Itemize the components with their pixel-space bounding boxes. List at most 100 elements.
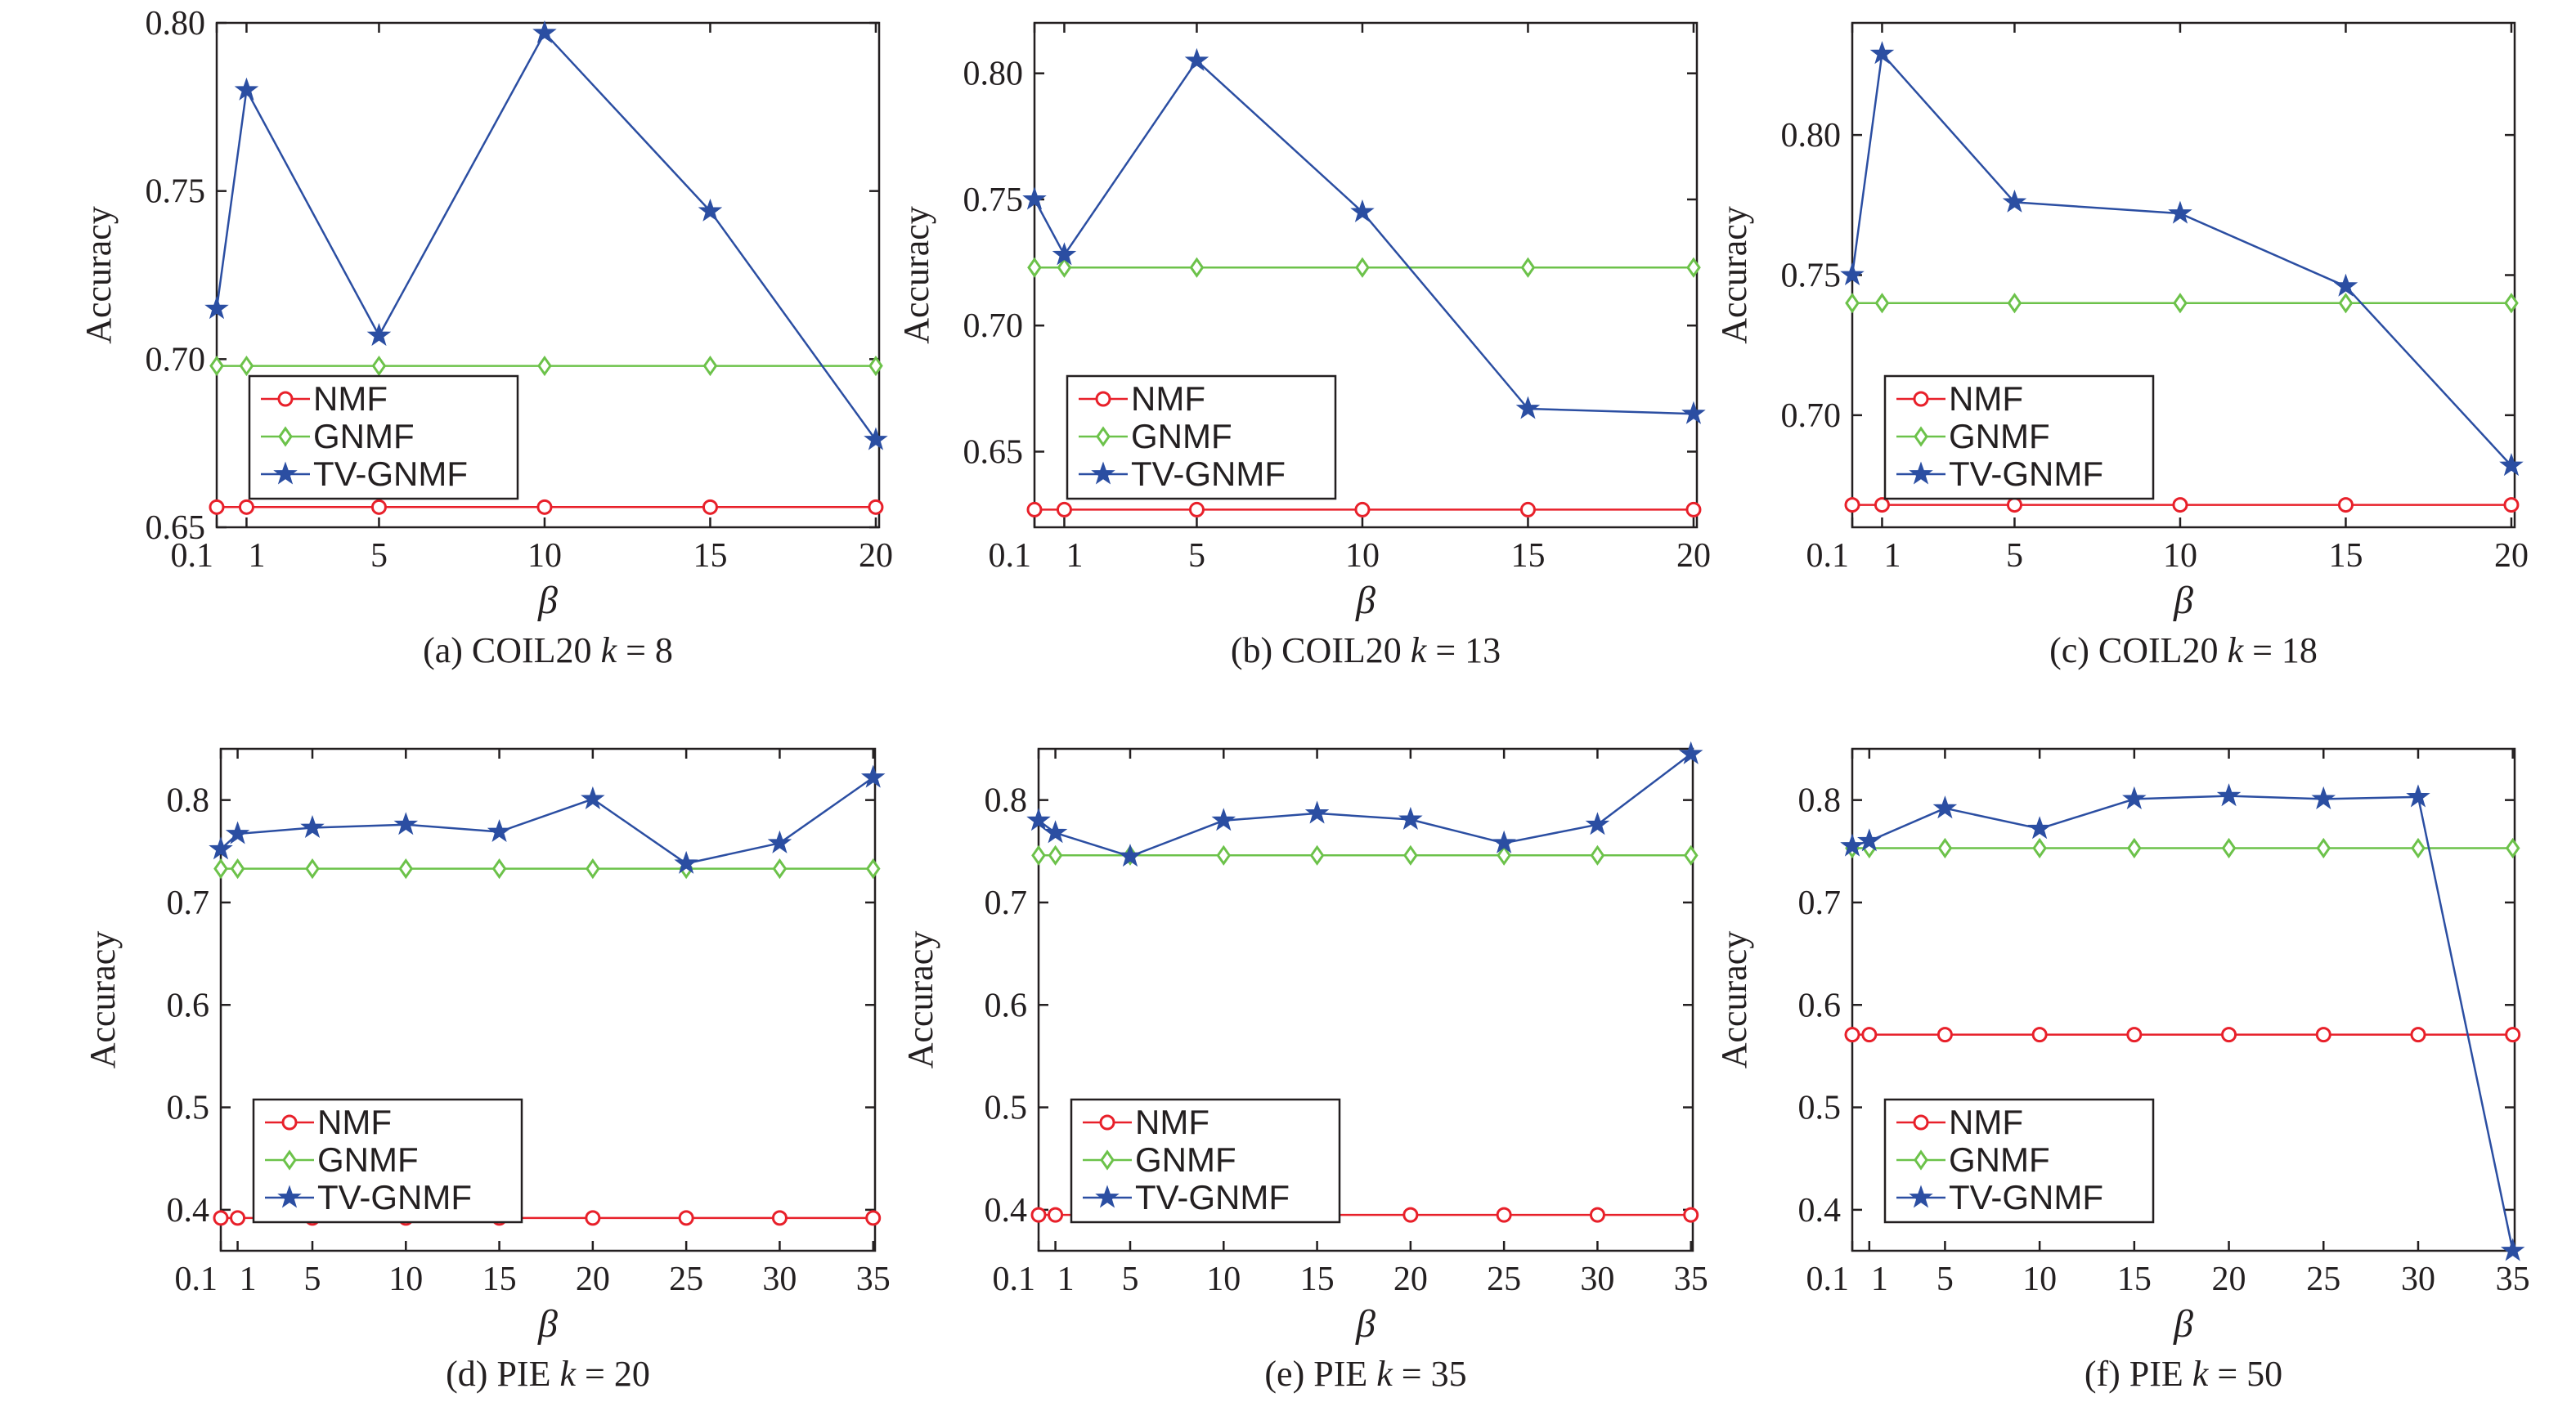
data-point-nmf <box>1936 1027 1953 1043</box>
data-point-gnmf <box>1937 837 1953 859</box>
x-tick-label: 10 <box>527 537 562 575</box>
x-tick-label: 10 <box>388 1261 423 1298</box>
data-point-tv-gnmf <box>1118 844 1142 867</box>
x-tick-label: 20 <box>2212 1261 2246 1298</box>
data-point-tv-gnmf <box>487 818 512 843</box>
data-point-tv-gnmf <box>2333 273 2358 297</box>
caption-suffix: = 20 <box>576 1354 650 1394</box>
legend-marker-gnmf <box>278 426 293 447</box>
data-point-nmf <box>1048 1207 1064 1223</box>
data-point-gnmf <box>2007 293 2022 314</box>
legend-label-nmf: NMF <box>1949 379 2023 418</box>
data-point-tv-gnmf <box>767 830 792 853</box>
legend-label-tv-gnmf: TV-GNMF <box>313 455 468 493</box>
caption-suffix: = 18 <box>2243 630 2318 670</box>
x-tick-label: 15 <box>2328 537 2363 575</box>
plot-frame <box>215 21 881 529</box>
x-tick-label: 20 <box>1676 537 1711 575</box>
legend-label-nmf: NMF <box>1131 379 1205 418</box>
caption-prefix: (a) COIL20 <box>423 630 601 670</box>
x-tick-label: 1 <box>1066 537 1083 575</box>
data-point-tv-gnmf <box>532 20 557 43</box>
y-tick-label: 0.7 <box>1798 885 1842 922</box>
legend-marker-nmf <box>277 391 294 407</box>
panel-caption: (a) COIL20 k = 8 <box>423 630 673 670</box>
data-point-nmf <box>2503 497 2520 513</box>
x-tick-label: 30 <box>2401 1261 2435 1298</box>
x-tick-label: 0.1 <box>171 537 214 575</box>
y-tick-label: 0.8 <box>985 782 1028 820</box>
x-tick-label: 35 <box>856 1261 891 1298</box>
x-tick-label: 1 <box>1057 1261 1075 1298</box>
x-tick-label: 1 <box>1883 537 1901 575</box>
data-point-tv-gnmf <box>1026 808 1051 831</box>
y-tick-label: 0.70 <box>963 307 1024 345</box>
data-point-nmf <box>771 1210 788 1226</box>
data-point-gnmf <box>2316 837 2331 859</box>
series-line-tv-gnmf <box>1851 52 2512 467</box>
y-axis-label: Accuracy <box>1714 931 1754 1069</box>
chart-panel-1: 0.650.700.750.800.1 1 5 10 15 20Accuracyβ(a) … <box>79 5 893 670</box>
series-line-tv-gnmf <box>1038 753 1692 858</box>
caption-suffix: = 13 <box>1426 630 1501 670</box>
data-point-nmf <box>2126 1027 2143 1043</box>
legend-marker-nmf <box>1913 1114 1929 1131</box>
data-point-nmf <box>2315 1027 2331 1043</box>
caption-k: k <box>1411 630 1428 670</box>
data-point-nmf <box>536 499 553 515</box>
x-tick-label: 5 <box>1936 1261 1954 1298</box>
data-point-gnmf <box>1189 257 1205 278</box>
legend-label-nmf: NMF <box>313 379 388 418</box>
caption-k: k <box>2228 630 2245 670</box>
x-tick-label: 5 <box>2006 537 2023 575</box>
y-tick-label: 0.80 <box>963 56 1024 93</box>
data-point-tv-gnmf <box>209 836 233 860</box>
y-tick-label: 0.70 <box>1781 397 1842 435</box>
data-point-tv-gnmf <box>1022 186 1047 210</box>
data-point-gnmf <box>1057 257 1072 278</box>
legend-marker-nmf <box>1095 391 1111 407</box>
data-point-nmf <box>702 499 718 515</box>
data-point-tv-gnmf <box>2216 783 2242 807</box>
y-tick-label: 0.75 <box>963 181 1024 219</box>
data-point-nmf <box>1844 497 1860 513</box>
legend-marker-gnmf <box>1100 1149 1115 1171</box>
x-tick-label: 0.1 <box>1806 537 1850 575</box>
y-tick-label: 0.4 <box>167 1192 210 1230</box>
x-tick-label: 5 <box>1122 1261 1139 1298</box>
plot-frame <box>1037 747 1694 1252</box>
y-tick-label: 0.4 <box>1798 1192 1842 1230</box>
y-tick-label: 0.4 <box>985 1192 1028 1230</box>
data-point-tv-gnmf <box>2499 453 2524 477</box>
legend-label-gnmf: GNMF <box>1131 417 1232 455</box>
data-point-gnmf <box>1403 844 1418 866</box>
x-tick-label: 20 <box>1393 1261 1428 1298</box>
data-point-gnmf <box>491 858 507 880</box>
legend-marker-tv-gnmf <box>1909 461 1933 485</box>
data-point-gnmf <box>586 858 600 880</box>
caption-prefix: (d) PIE <box>446 1354 559 1394</box>
data-point-gnmf <box>213 858 228 880</box>
data-point-nmf <box>2006 497 2022 513</box>
data-point-tv-gnmf <box>1515 396 1541 419</box>
x-tick-label: 0.1 <box>1806 1261 1850 1298</box>
data-point-tv-gnmf <box>225 821 250 844</box>
data-point-nmf <box>1402 1207 1419 1223</box>
chart-panel-4: 0.40.50.60.70.80.1 1 5 10 15 20 25 30 35Accuracy… <box>83 747 891 1394</box>
legend-marker-nmf <box>1099 1114 1115 1131</box>
data-point-tv-gnmf <box>1492 830 1516 853</box>
y-tick-label: 0.5 <box>985 1090 1028 1127</box>
data-point-gnmf <box>2504 293 2519 314</box>
caption-k: k <box>559 1354 577 1394</box>
data-point-gnmf <box>2032 837 2047 859</box>
y-axis-label: Accuracy <box>83 931 123 1069</box>
data-point-tv-gnmf <box>1350 199 1375 222</box>
x-tick-label: 10 <box>2163 537 2197 575</box>
caption-prefix: (b) COIL20 <box>1231 630 1411 670</box>
legend-label-tv-gnmf: TV-GNMF <box>317 1178 472 1216</box>
data-point-gnmf <box>398 858 414 880</box>
x-tick-label: 30 <box>1580 1261 1614 1298</box>
data-point-tv-gnmf <box>393 812 419 835</box>
